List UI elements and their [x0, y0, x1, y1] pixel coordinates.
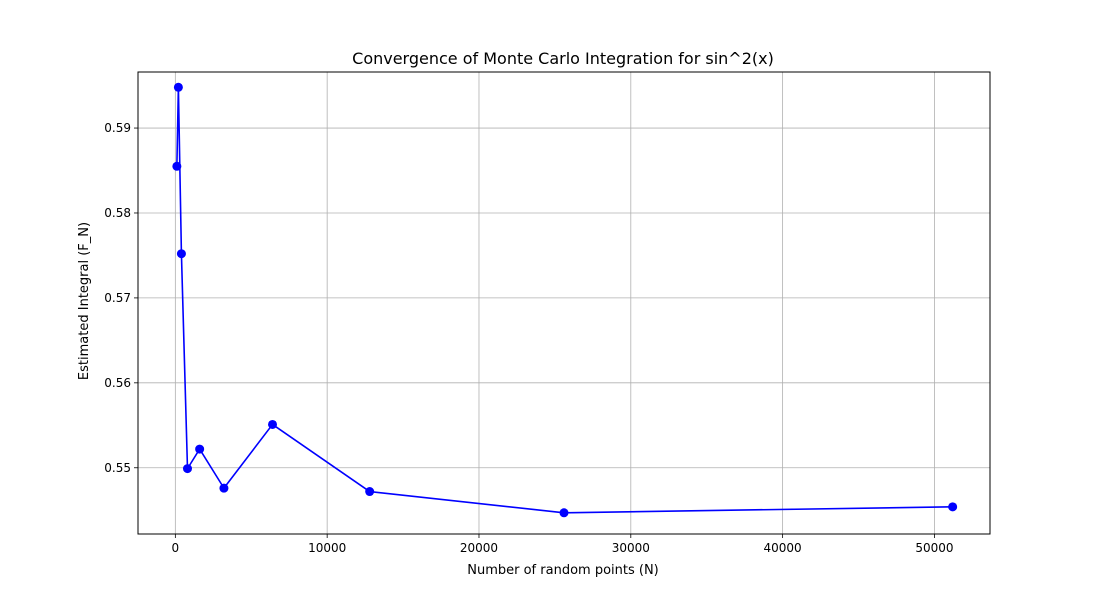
series-layer — [172, 82, 958, 518]
x-tick-label: 0 — [172, 541, 180, 555]
x-tick-label: 40000 — [764, 541, 802, 555]
data-point — [365, 487, 375, 497]
data-point — [182, 464, 192, 474]
series-line — [176, 86, 953, 514]
data-point — [219, 483, 229, 493]
x-tick-label: 50000 — [915, 541, 953, 555]
y-tick-label: 0.58 — [104, 206, 131, 220]
x-tick-label: 20000 — [460, 541, 498, 555]
y-tick-label: 0.56 — [104, 376, 131, 390]
y-tick-label: 0.55 — [104, 461, 131, 475]
x-tick-label: 10000 — [308, 541, 346, 555]
plot-frame — [137, 71, 991, 535]
data-point — [173, 82, 183, 92]
data-point — [268, 419, 278, 429]
grid-layer — [138, 72, 990, 534]
y-tick-label: 0.57 — [104, 291, 131, 305]
data-point — [948, 502, 958, 512]
tick-layer: 0 10000 20000 30000 40000 50000 0.55 0.56 0.57 0.… — [104, 121, 953, 555]
x-tick-label: 30000 — [612, 541, 650, 555]
data-point — [195, 444, 205, 454]
y-axis-label: Estimated Integral (F_N) — [77, 222, 92, 380]
data-point — [176, 249, 186, 259]
data-point — [559, 508, 569, 518]
data-point — [172, 161, 182, 171]
x-axis-label: Number of random points (N) — [467, 563, 659, 578]
chart-title: Convergence of Monte Carlo Integration f… — [352, 49, 774, 68]
y-tick-label: 0.59 — [104, 121, 131, 135]
